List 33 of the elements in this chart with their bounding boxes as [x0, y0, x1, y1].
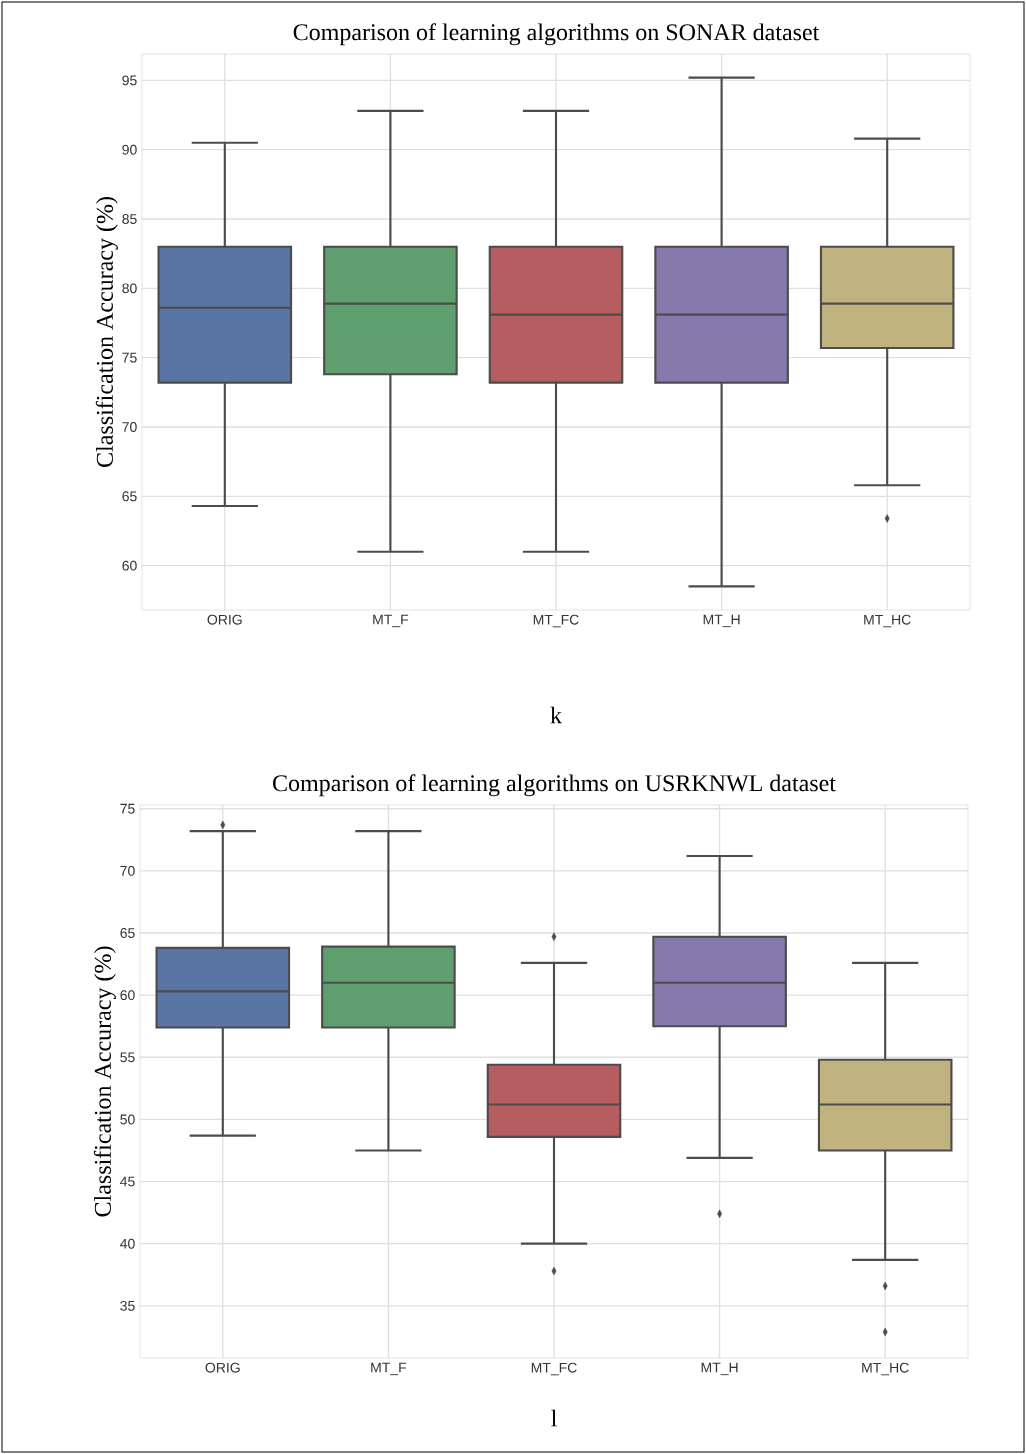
y-tick-label: 75 [122, 352, 137, 363]
y-tick-label: 60 [122, 560, 137, 571]
x-tick-label: MT_HC [864, 614, 911, 628]
x-tick-label: MT_F [371, 1362, 407, 1376]
x-tick-label: ORIG [207, 614, 242, 625]
x-tick-label: MT_FC [531, 1362, 577, 1376]
y-tick-label: 60 [120, 990, 135, 1001]
y-tick-label: 75 [120, 803, 135, 814]
y-tick-label: 85 [122, 214, 137, 224]
y-tick-label: 95 [122, 75, 137, 86]
x-tick-label: MT_F [373, 614, 409, 628]
y-tick-label: 55 [120, 1052, 135, 1063]
chart-title: Comparison of learning algorithms on SONAR dataset [293, 23, 820, 46]
y-tick-label: 40 [120, 1238, 135, 1249]
y-axis-title: Classification Accuracy (%) [95, 197, 118, 467]
x-tick-label: ORIG [205, 1362, 240, 1373]
text: l [551, 1409, 557, 1427]
x-tick-label: MT_H [701, 1362, 738, 1376]
y-tick-label: 35 [120, 1300, 135, 1311]
x-tick-label: MT_FC [533, 614, 579, 628]
y-tick-label: 80 [122, 283, 137, 294]
y-tick-label: 90 [122, 144, 137, 155]
x-tick-label: MT_HC [862, 1362, 909, 1376]
y-axis-title: Classification Accuracy (%) [93, 946, 116, 1217]
text: k [550, 706, 563, 724]
x-tick-label: MT_H [703, 614, 740, 628]
y-tick-label: 45 [120, 1176, 135, 1187]
chart-title: Comparison of learning algorithms on USRKNWL dataset [273, 774, 836, 797]
y-tick-label: 65 [122, 491, 137, 502]
y-tick-label: 65 [120, 928, 135, 938]
y-tick-label: 70 [120, 865, 135, 876]
y-tick-label: 70 [122, 422, 137, 432]
y-tick-label: 50 [120, 1114, 135, 1125]
